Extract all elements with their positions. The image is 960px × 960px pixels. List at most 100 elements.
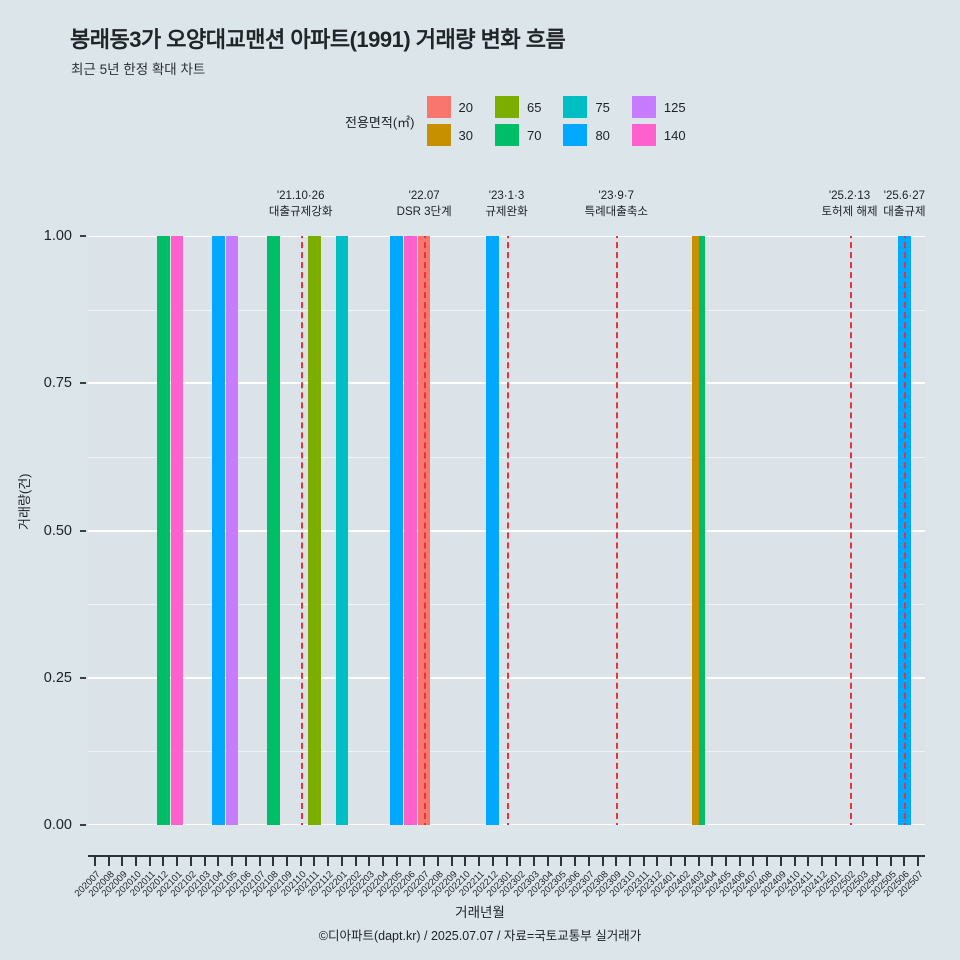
x-axis-tickmark [395, 857, 398, 866]
x-axis-tickmark [285, 857, 288, 866]
annotation-line-202110 [300, 236, 303, 825]
x-axis-tickmark [121, 857, 124, 866]
legend-swatch-icon [631, 124, 656, 146]
x-axis-tickmark [848, 857, 851, 866]
annotation-text: 특례대출축소 [584, 206, 649, 218]
x-axis-tickmark [217, 857, 220, 866]
x-axis-tickmark [889, 857, 892, 866]
x-axis-tickmark [258, 857, 261, 866]
x-axis-tickmark [189, 857, 192, 866]
x-axis-tickmark [903, 857, 906, 866]
x-axis-tickmark [656, 857, 659, 866]
legend-item-65[interactable]: 65 [494, 96, 541, 118]
x-axis-tickmark [546, 857, 549, 866]
legend-item-30[interactable]: 30 [426, 124, 473, 146]
annotation-date: '21.10·26 [276, 190, 325, 202]
annotation-date: '25.2·13 [828, 190, 871, 202]
legend-swatch-icon [631, 96, 656, 118]
y-axis-tickmark [80, 824, 86, 826]
annotation-line-202502 [849, 236, 852, 825]
annotation-line-202506 [904, 236, 907, 825]
annotation-label-202301: '23·1·3 규제완화 [485, 188, 527, 220]
legend-item-20[interactable]: 20 [426, 96, 473, 118]
x-axis-tickmark [423, 857, 426, 866]
x-axis-tickmark [560, 857, 563, 866]
annotation-text: 토허제 해제 [821, 206, 878, 218]
x-axis-tickmark [272, 857, 275, 866]
x-axis-tickmark [436, 857, 439, 866]
annotation-text: 대출규제 [883, 206, 926, 218]
x-axis-title: 거래년월 [455, 905, 505, 920]
bar-202108-70[interactable] [266, 236, 280, 825]
x-axis-tickmark [725, 857, 728, 866]
x-axis-tickmark [697, 857, 700, 866]
legend-item-80[interactable]: 80 [563, 124, 610, 146]
x-axis-tickmark [779, 857, 782, 866]
annotation-label-202502: '25.2·13 토허제 해제 [821, 188, 877, 220]
bar-202205-80[interactable] [390, 236, 404, 825]
legend-swatch-icon [563, 96, 588, 118]
bar-202012-70[interactable] [157, 236, 170, 825]
annotation-text: 대출규제강화 [268, 206, 333, 218]
plot-area [88, 236, 925, 825]
y-axis-tickmark [80, 676, 86, 679]
legend-item-125[interactable]: 125 [631, 96, 686, 118]
bar-202206-140[interactable] [404, 236, 417, 825]
annotation-label-202110: '21.10·26 대출규제강화 [269, 188, 332, 220]
x-axis-tickmark [464, 857, 467, 866]
bar-202101-140[interactable] [170, 236, 184, 825]
annotation-date: '25.6·27 [883, 190, 926, 202]
y-axis-tickmark [80, 529, 86, 532]
y-axis-tickmark [80, 235, 86, 237]
y-axis-tick-label: 0.25 [43, 669, 72, 686]
legend-item-label: 125 [663, 99, 686, 115]
legend-item-70[interactable]: 70 [494, 124, 541, 146]
x-axis-tickmark [231, 857, 234, 866]
x-axis-tickmark [711, 857, 714, 866]
bar-202104-80[interactable] [212, 236, 225, 825]
chart-panel [88, 236, 925, 825]
bar-202201-75[interactable] [335, 236, 349, 825]
legend-item-label: 140 [663, 127, 686, 143]
legend-item-label: 75 [595, 99, 610, 115]
y-axis-title: 거래량(건) [17, 473, 32, 531]
x-axis-tickmark [532, 857, 535, 866]
x-axis-tickmark [670, 857, 673, 866]
legend-item-140[interactable]: 140 [631, 124, 686, 146]
x-axis-tickmark [354, 857, 357, 866]
legend-item-75[interactable]: 75 [563, 96, 610, 118]
x-axis-tickmark [368, 857, 371, 866]
bar-202105-125[interactable] [225, 236, 239, 825]
x-axis-tickmark [505, 857, 508, 866]
annotation-line-202301 [506, 236, 509, 825]
y-axis-tick-label: 1.00 [43, 228, 72, 244]
x-axis-tickmark [478, 857, 481, 866]
x-axis-tickmark [601, 857, 604, 866]
x-axis-tickmark [574, 857, 577, 866]
legend-title: 전용면적(㎡) [345, 114, 415, 130]
y-axis-tick-label: 0.75 [43, 375, 72, 392]
annotation-text: DSR 3단계 [396, 206, 452, 218]
bar-202403-30[interactable] [692, 236, 699, 825]
x-axis-tickmark [793, 857, 796, 866]
x-axis-tickmark [834, 857, 837, 866]
bar-202207-20[interactable] [417, 236, 431, 825]
legend-item-label: 30 [458, 127, 473, 143]
x-axis-tickmark [615, 857, 618, 866]
bar-202403-70[interactable] [698, 236, 705, 825]
x-axis-tickmark [917, 857, 920, 866]
x-axis-tickmark [244, 857, 247, 866]
bar-202212-80[interactable] [486, 236, 500, 825]
x-axis-tickmark [807, 857, 810, 866]
x-axis-tickmark [862, 857, 865, 866]
annotation-date: '22.07 [408, 190, 440, 202]
bar-202506-80[interactable] [898, 236, 911, 825]
legend-swatch-icon [426, 96, 451, 118]
bar-202111-65[interactable] [308, 236, 321, 825]
x-axis-tickmark [683, 857, 686, 866]
legend-swatch-icon [563, 124, 588, 146]
page-title: 봉래동3가 오양대교맨션 아파트(1991) 거래량 변화 흐름 [70, 27, 566, 52]
x-axis-tickmark [450, 857, 453, 866]
y-axis-tickmark [80, 382, 86, 385]
x-axis-tickmark [766, 857, 769, 866]
